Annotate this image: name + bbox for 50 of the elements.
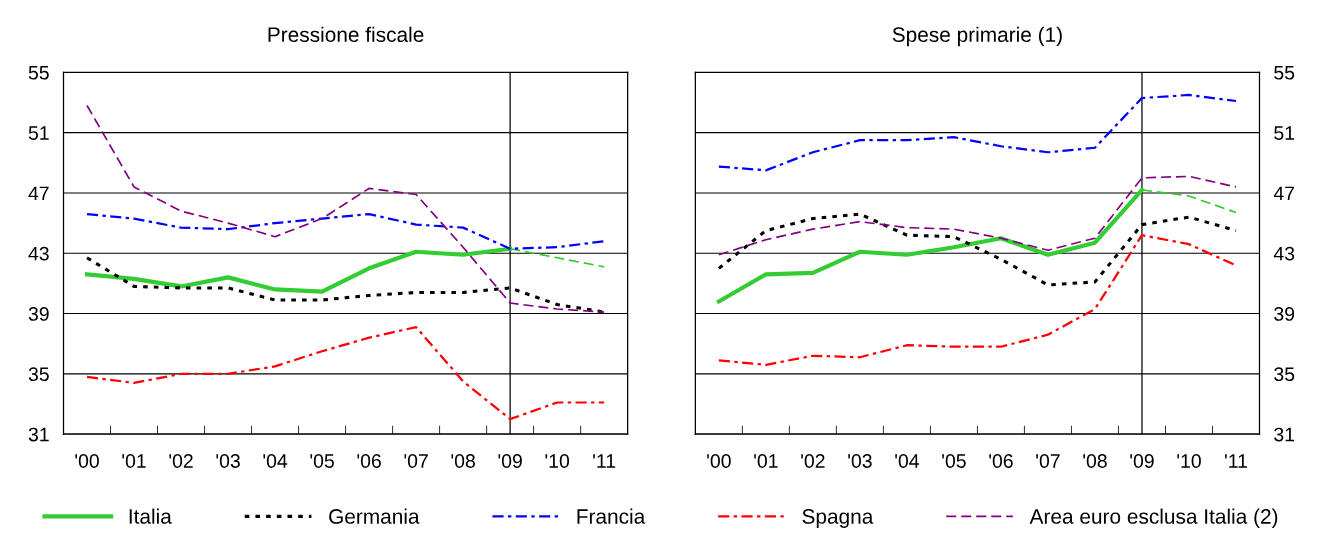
y-tick-label: 51 bbox=[28, 126, 49, 140]
y-tick-label: 39 bbox=[28, 307, 49, 321]
line-series bbox=[86, 104, 605, 313]
x-tick-label: '07 bbox=[404, 454, 428, 468]
line-series bbox=[717, 93, 1238, 172]
y-tick-label: 31 bbox=[28, 427, 49, 442]
legend-label: Italia bbox=[129, 508, 172, 524]
x-tick-label: '04 bbox=[263, 454, 288, 468]
legend-label: Germania bbox=[329, 508, 420, 524]
x-tick-label: '00 bbox=[707, 454, 731, 468]
y-tick-label: 47 bbox=[1273, 186, 1295, 201]
x-tick-label: '10 bbox=[1177, 454, 1201, 468]
y-tick-label: 39 bbox=[1274, 307, 1295, 321]
x-tick-label: '10 bbox=[545, 454, 570, 468]
y-tick-label: 55 bbox=[28, 66, 49, 80]
x-tick-label: '00 bbox=[75, 454, 99, 468]
chart-title: Spese primarie (1) bbox=[892, 26, 1062, 47]
x-tick-label: '09 bbox=[1130, 454, 1154, 468]
x-tick-label: '08 bbox=[451, 454, 475, 468]
x-tick-label: '06 bbox=[357, 454, 381, 468]
y-tick-label: 47 bbox=[28, 186, 49, 201]
x-tick-label: '01 bbox=[754, 454, 778, 468]
x-tick-label: '09 bbox=[498, 454, 522, 468]
x-tick-label: '11 bbox=[593, 454, 616, 468]
line-series bbox=[85, 326, 606, 421]
x-tick-label: '03 bbox=[216, 454, 240, 468]
x-tick-label: '05 bbox=[310, 454, 334, 468]
y-tick-label: 35 bbox=[28, 367, 49, 382]
legend-label: Francia bbox=[577, 508, 646, 524]
x-tick-label: '06 bbox=[989, 454, 1013, 468]
legend-label: Area euro esclusa Italia (2) bbox=[1029, 508, 1278, 528]
chart-title: Pressione fiscale bbox=[268, 26, 424, 43]
y-tick-label: 51 bbox=[1274, 126, 1295, 140]
x-tick-label: '02 bbox=[801, 454, 825, 468]
x-tick-label: '08 bbox=[1083, 454, 1107, 468]
x-tick-label: '05 bbox=[942, 454, 966, 468]
x-tick-label: '02 bbox=[169, 454, 193, 468]
y-tick-label: 55 bbox=[1274, 66, 1295, 80]
x-tick-label: '11 bbox=[1225, 454, 1247, 468]
x-tick-label: '01 bbox=[122, 454, 146, 468]
y-tick-label: 43 bbox=[28, 246, 49, 261]
line-series bbox=[85, 212, 606, 250]
y-tick-label: 43 bbox=[1273, 246, 1295, 261]
y-tick-label: 35 bbox=[1274, 367, 1295, 382]
y-tick-label: 31 bbox=[1274, 427, 1295, 442]
x-tick-label: '07 bbox=[1036, 454, 1060, 468]
legend-label: Spagna bbox=[802, 509, 874, 528]
line-series bbox=[718, 175, 1237, 256]
x-tick-label: '04 bbox=[895, 454, 920, 468]
x-tick-label: '03 bbox=[848, 454, 872, 468]
